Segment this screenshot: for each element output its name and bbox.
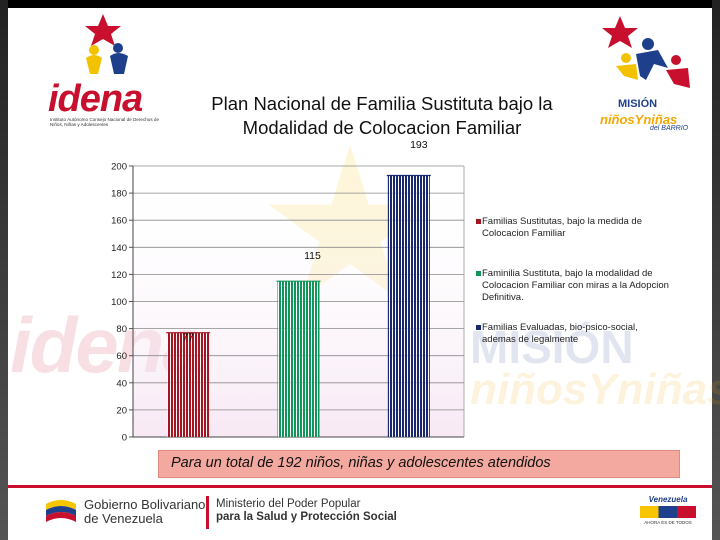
bar-2: [387, 175, 430, 438]
bar-0: [167, 332, 210, 437]
venezuela-stripes-icon: [640, 506, 696, 518]
total-caption: Para un total de 192 niños, niñas y adol…: [158, 450, 680, 478]
venezuela-flag-icon: [46, 500, 76, 522]
venezuela-wordmark: Venezuela: [648, 495, 688, 504]
y-tick-label-160: 160: [111, 216, 127, 227]
y-tick-label-100: 100: [111, 297, 127, 308]
y-tick-label-120: 120: [111, 270, 127, 281]
venezuela-brand-logo: Venezuela AHORA ES DE TODOS: [640, 495, 696, 529]
ministerio-line-2: para la Salud y Protección Social: [216, 511, 397, 523]
top-border: [0, 0, 720, 8]
venezuela-tagline: AHORA ES DE TODOS: [644, 520, 692, 525]
ministerio-line-1: Ministerio del Poder Popular: [216, 498, 361, 510]
y-tick-label-140: 140: [111, 243, 127, 254]
gobierno-line-2: de Venezuela: [84, 511, 163, 526]
gobierno-label: Gobierno Bolivariano de Venezuela: [84, 498, 205, 526]
legend-label-0: Familias Sustitutas, bajo la medida de C…: [482, 216, 642, 239]
y-tick-label-60: 60: [116, 351, 127, 362]
legend-entry-0: Familias Sustitutas, bajo la medida de C…: [476, 216, 674, 240]
legend-entry-1: Faminilia Sustituta, bajo la modalidad d…: [476, 268, 674, 304]
slide-title: Plan Nacional de Familia Sustituta bajo …: [211, 93, 553, 138]
mision-logo: MISIÓN niñosYniñas del BARRIO: [596, 14, 696, 136]
y-tick-label-200: 200: [111, 162, 127, 173]
children-star-icon: [85, 14, 128, 74]
left-border: [0, 0, 8, 540]
data-label-1: 115: [304, 250, 321, 262]
legend-label-1: Faminilia Sustituta, bajo la modalidad d…: [482, 268, 669, 303]
legend-label-2: Familias Evaluadas, bio-psico-social, ad…: [482, 322, 638, 345]
y-tick-label-180: 180: [111, 189, 127, 200]
data-label-2: 193: [410, 139, 428, 151]
footer-rule: [8, 485, 712, 488]
gobierno-line-1: Gobierno Bolivariano: [84, 497, 206, 512]
runners-star-icon: [602, 16, 690, 88]
ninos-wordmark: niñosYniñas: [600, 112, 678, 127]
y-tick-label-80: 80: [116, 324, 127, 335]
right-border: [712, 0, 720, 540]
ministerio-label: Ministerio del Poder Popular para la Sal…: [216, 498, 397, 524]
legend-swatch-2: [476, 325, 481, 330]
mision-wordmark: MISIÓN: [618, 98, 658, 110]
y-tick-label-0: 0: [122, 433, 127, 444]
footer-divider: [206, 496, 209, 529]
bar-1: [277, 281, 320, 437]
legend-swatch-1: [476, 271, 481, 276]
data-label-0: 77: [182, 332, 194, 344]
idena-subtitle: Instituto Autónomo Consejo Nacional de D…: [50, 117, 160, 128]
y-tick-label-40: 40: [116, 378, 127, 389]
legend-swatch-0: [476, 219, 481, 224]
idena-logo: idena Instituto Autónomo Consejo Naciona…: [48, 14, 170, 132]
barrio-wordmark: del BARRIO: [650, 125, 689, 132]
y-tick-label-20: 20: [116, 405, 127, 416]
legend-entry-2: Familias Evaluadas, bio-psico-social, ad…: [476, 322, 674, 346]
idena-wordmark: idena: [48, 78, 143, 120]
